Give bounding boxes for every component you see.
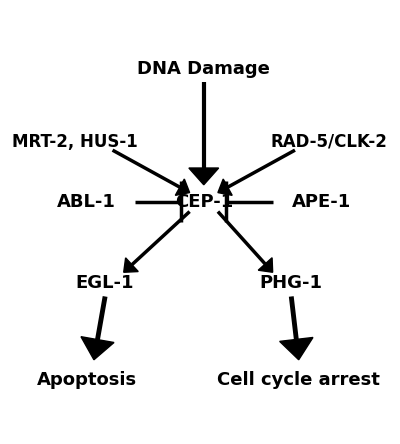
Text: MRT-2, HUS-1: MRT-2, HUS-1: [12, 133, 138, 151]
Text: CEP-1: CEP-1: [175, 193, 233, 210]
Text: APE-1: APE-1: [292, 193, 351, 210]
Text: PHG-1: PHG-1: [260, 274, 323, 293]
Polygon shape: [280, 337, 313, 360]
Text: DNA Damage: DNA Damage: [137, 60, 270, 78]
Text: EGL-1: EGL-1: [76, 274, 134, 293]
Polygon shape: [258, 258, 273, 272]
Text: Cell cycle arrest: Cell cycle arrest: [217, 371, 380, 389]
Polygon shape: [175, 179, 190, 195]
Polygon shape: [81, 337, 114, 360]
Text: RAD-5/CLK-2: RAD-5/CLK-2: [270, 133, 387, 151]
Text: Apoptosis: Apoptosis: [36, 371, 136, 389]
Polygon shape: [189, 168, 219, 185]
Polygon shape: [124, 258, 138, 272]
Text: ABL-1: ABL-1: [57, 193, 116, 210]
Polygon shape: [218, 179, 232, 195]
